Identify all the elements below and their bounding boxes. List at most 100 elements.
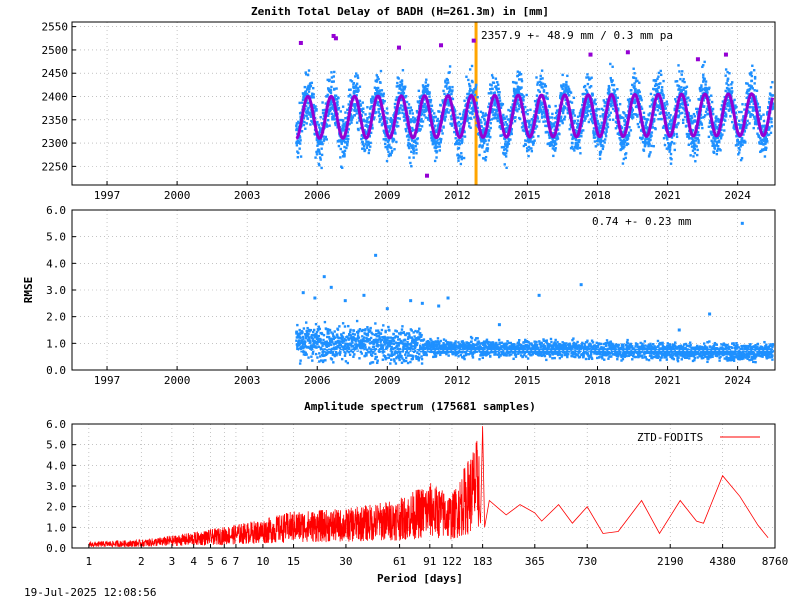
ztd-point — [633, 72, 636, 75]
rmse-point — [387, 353, 390, 356]
ztd-point — [433, 138, 436, 141]
ztd-point — [476, 106, 479, 110]
ztd-point — [621, 162, 625, 165]
ztd-point — [618, 114, 622, 117]
ztd-point — [517, 87, 520, 90]
ztd-point — [370, 101, 373, 104]
ztd-point — [326, 125, 329, 128]
ztd-point — [343, 145, 346, 149]
ztd-point — [580, 131, 583, 135]
rmse-point — [387, 356, 391, 359]
ztd-point — [687, 135, 690, 139]
ztd-point — [619, 138, 622, 142]
rmse-point — [359, 350, 363, 353]
ztd-point — [591, 121, 595, 125]
ztd-point — [475, 124, 478, 127]
rmse-point — [324, 344, 328, 347]
ztd-point — [702, 76, 705, 79]
ztd-point — [626, 98, 630, 101]
ztd-point — [626, 137, 630, 140]
ztd-point — [402, 108, 405, 111]
rmse-point — [351, 344, 355, 348]
ztd-point — [693, 148, 697, 151]
ztd-point — [679, 77, 682, 81]
rmse-point — [418, 352, 421, 356]
ztd-point — [503, 163, 506, 166]
ztd-point — [549, 135, 552, 139]
ztd-point — [618, 116, 621, 119]
rmse-point — [302, 327, 306, 330]
rmse-point — [406, 337, 410, 341]
ztd-point — [409, 161, 412, 165]
ztd-point — [507, 139, 511, 142]
ztd-point — [746, 82, 749, 85]
ztd-point — [674, 80, 677, 83]
ztd-point — [497, 83, 500, 86]
ztd-point — [715, 119, 718, 122]
ztd-point — [455, 142, 459, 146]
rmse-point — [323, 350, 326, 353]
ztd-point — [539, 106, 542, 110]
ztd-point — [599, 115, 602, 118]
ztd-point — [378, 113, 382, 116]
ztd-point — [446, 110, 449, 114]
ztd-point — [676, 95, 679, 99]
rmse-point — [369, 348, 372, 351]
ztd-point — [495, 110, 499, 113]
ztd-point — [623, 118, 626, 122]
ztd-point — [424, 84, 428, 88]
ztd-point — [360, 137, 363, 141]
ztd-point — [580, 129, 584, 133]
ztd-outlier — [723, 52, 728, 57]
rmse-point — [350, 339, 354, 343]
ztd-point — [671, 122, 674, 126]
ztd-point — [397, 124, 400, 128]
ztd-point — [538, 80, 541, 84]
rmse-point — [413, 343, 417, 346]
ztd-point — [515, 102, 519, 105]
rmse-point — [398, 341, 401, 345]
ztd-point — [395, 140, 398, 144]
ztd-point — [363, 120, 367, 123]
rmse-point — [366, 332, 370, 336]
ztd-point — [680, 86, 683, 89]
rmse-point — [309, 341, 312, 344]
rmse-point — [416, 355, 420, 359]
ztd-point — [696, 148, 699, 152]
ztd-point — [561, 107, 565, 110]
ztd-point — [365, 123, 368, 127]
ztd-point — [375, 80, 378, 83]
rmse-point — [361, 335, 364, 338]
ztd-point — [629, 129, 633, 132]
rmse-point — [327, 348, 331, 351]
ztd-point — [670, 140, 674, 144]
ztd-point — [426, 91, 430, 94]
rmse-point — [337, 340, 341, 344]
ztd-point — [665, 135, 669, 138]
ztd-point — [488, 118, 491, 122]
ztd-point — [667, 111, 670, 115]
rmse-point — [302, 337, 305, 341]
ztd-point — [318, 164, 321, 167]
ztd-point — [411, 128, 415, 132]
ztd-point — [504, 144, 508, 147]
ztd-point — [594, 145, 598, 148]
ztd-point — [679, 105, 682, 108]
rmse-point — [334, 350, 338, 354]
ztd-point — [515, 88, 519, 91]
rmse-point — [299, 359, 302, 362]
rmse-point — [321, 344, 324, 347]
rmse-point — [305, 321, 308, 324]
ztd-point — [521, 93, 524, 97]
ztd-point — [503, 153, 506, 156]
ztd-point — [484, 139, 487, 143]
ztd-point — [424, 116, 428, 119]
ztd-point — [450, 124, 454, 127]
ztd-point — [397, 91, 400, 95]
ztd-point — [536, 115, 539, 119]
ztd-point — [681, 118, 685, 122]
ztd-point — [493, 114, 497, 117]
rmse-point — [349, 342, 352, 345]
ztd-point — [764, 136, 768, 139]
ztd-point — [601, 147, 605, 151]
